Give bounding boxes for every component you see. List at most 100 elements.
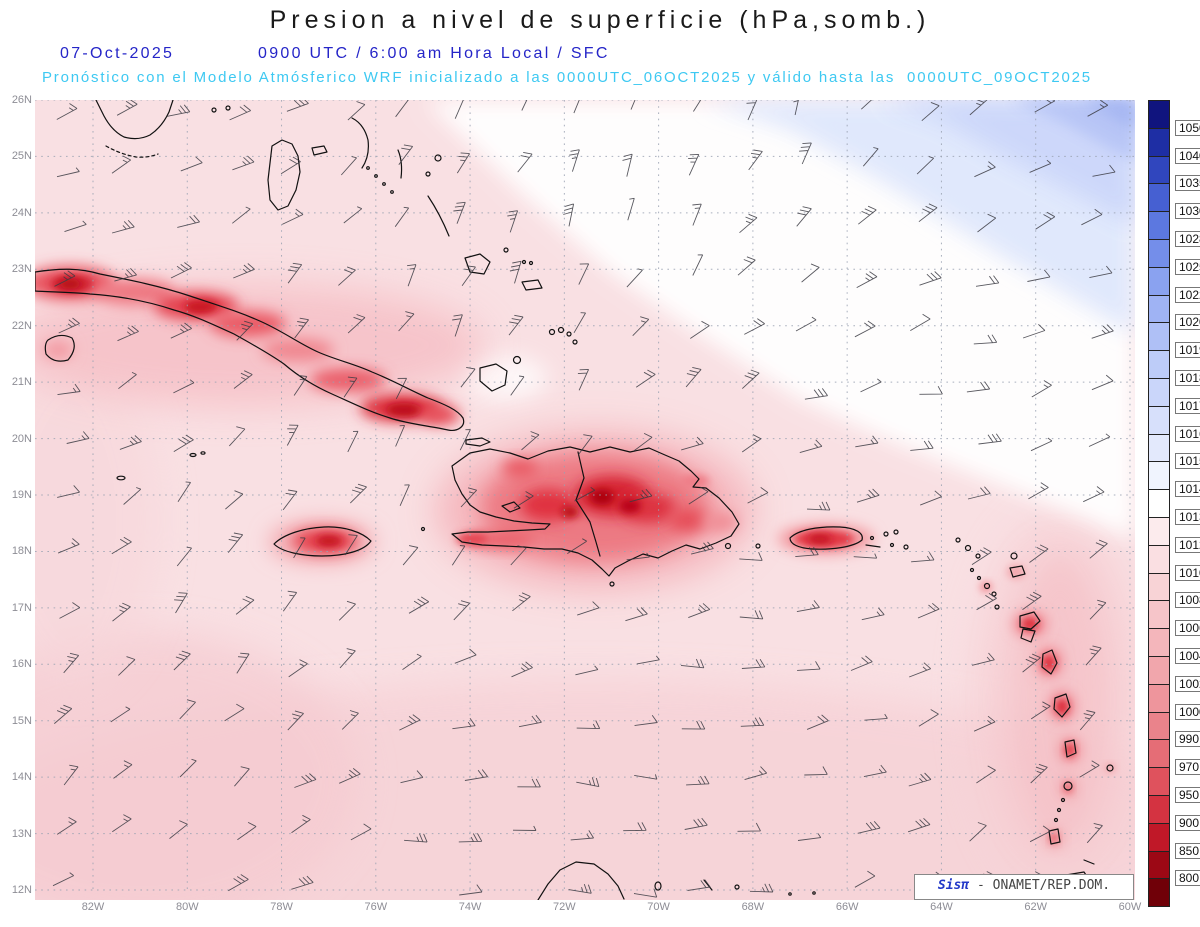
- wind-barb: [623, 822, 647, 832]
- wind-barb: [291, 875, 314, 890]
- wind-barb: [58, 317, 80, 334]
- colorbar-label: 950: [1175, 787, 1200, 803]
- wind-barb: [341, 710, 359, 730]
- long-island-bahamas: [427, 195, 450, 237]
- wind-barb: [460, 366, 476, 388]
- wind-barb: [910, 313, 931, 331]
- wind-barb: [512, 825, 537, 831]
- wind-barb: [971, 652, 995, 666]
- wind-barb: [1089, 599, 1107, 620]
- wind-barb: [804, 766, 828, 776]
- wind-barb: [59, 602, 81, 619]
- colorbar-label: 1025: [1175, 258, 1200, 275]
- colorbar-segment: [1148, 572, 1170, 602]
- wind-barb: [908, 772, 932, 787]
- colorbar-label: 1016: [1175, 425, 1200, 442]
- florida-keys: [105, 145, 159, 158]
- wind-barb: [237, 821, 257, 841]
- wind-barb: [573, 100, 580, 114]
- lat-label: 15N: [11, 714, 32, 727]
- wind-barb: [56, 817, 77, 835]
- colorbar-label: 1012: [1175, 536, 1200, 553]
- wind-barb: [117, 325, 139, 342]
- wind-barb: [971, 547, 992, 565]
- wind-barb: [862, 147, 879, 167]
- attribution-text: - ONAMET/REP.DOM.: [969, 878, 1111, 893]
- wind-barb: [919, 271, 942, 286]
- wind-barb: [973, 334, 998, 345]
- wind-barb: [1030, 763, 1048, 784]
- wind-barb: [170, 322, 192, 339]
- wind-barb: [692, 203, 702, 226]
- wind-barb: [338, 600, 356, 621]
- wind-barb: [508, 314, 524, 336]
- wind-barb: [232, 206, 251, 224]
- wind-barb: [917, 602, 940, 619]
- st-lucia-island: [1064, 739, 1077, 758]
- wind-barb: [236, 320, 254, 341]
- wind-barb: [167, 104, 191, 117]
- wind-barb: [688, 603, 711, 619]
- wind-barb: [911, 552, 935, 563]
- wind-barb: [232, 155, 255, 171]
- wind-barb: [453, 201, 466, 224]
- colorbar-segment: [1148, 378, 1170, 407]
- martinique-island: [1053, 693, 1071, 718]
- lon-label: 66W: [835, 901, 859, 913]
- wind-barb: [339, 648, 356, 669]
- wind-barb: [460, 487, 478, 508]
- wind-barb: [1089, 265, 1113, 279]
- isle-of-youth: [44, 334, 75, 362]
- wind-barb: [280, 156, 301, 175]
- colorbar-segment: [1148, 294, 1170, 324]
- colorbar-segment: [1148, 155, 1170, 185]
- wind-barb: [454, 100, 464, 119]
- wind-barb: [1091, 374, 1114, 391]
- wind-barb: [853, 553, 878, 559]
- dominica-island: [1041, 649, 1058, 675]
- wind-barb: [114, 267, 137, 282]
- wind-barb: [456, 152, 470, 174]
- wind-barb: [347, 430, 359, 453]
- wind-barb: [799, 439, 823, 454]
- wind-barb: [741, 369, 760, 389]
- wind-barb: [395, 377, 408, 400]
- lat-label: 18N: [11, 545, 32, 558]
- wind-barb: [407, 264, 417, 287]
- colorbar-label: 1006: [1175, 620, 1200, 637]
- wind-barb: [746, 100, 758, 121]
- wind-barb: [577, 368, 590, 391]
- wind-barb: [395, 424, 406, 447]
- wind-barb: [570, 830, 594, 841]
- colorbar-segment: [1148, 100, 1170, 129]
- wind-barb: [1035, 211, 1056, 230]
- wind-barb: [795, 316, 817, 332]
- wind-barb: [400, 770, 424, 784]
- wind-barb: [399, 484, 410, 506]
- lon-label: 72W: [553, 901, 576, 913]
- colorbar-label: 1040: [1175, 147, 1200, 164]
- colorbar-segment: [1148, 822, 1170, 852]
- wind-barb: [349, 483, 367, 504]
- wind-barb: [227, 532, 244, 553]
- wind-barb: [54, 704, 73, 724]
- wind-barb: [291, 814, 311, 834]
- colorbar-segment: [1148, 600, 1170, 630]
- colorbar-label: 1010: [1175, 564, 1200, 581]
- wind-barb: [1087, 100, 1109, 117]
- wind-barb: [739, 552, 763, 561]
- colorbar-segment: [1148, 683, 1170, 713]
- wind-barb: [855, 435, 879, 448]
- antigua-island: [1009, 565, 1026, 578]
- wind-barb: [287, 262, 303, 284]
- wind-barb: [563, 203, 575, 227]
- wind-barb: [404, 833, 428, 843]
- wind-barb: [177, 481, 191, 502]
- wind-barb: [977, 213, 997, 233]
- colorbar-segment: [1148, 544, 1170, 574]
- colorbar-label: 900: [1175, 814, 1200, 831]
- colorbar-segment: [1148, 767, 1170, 796]
- wind-barb: [916, 156, 935, 175]
- wind-barb: [350, 823, 372, 841]
